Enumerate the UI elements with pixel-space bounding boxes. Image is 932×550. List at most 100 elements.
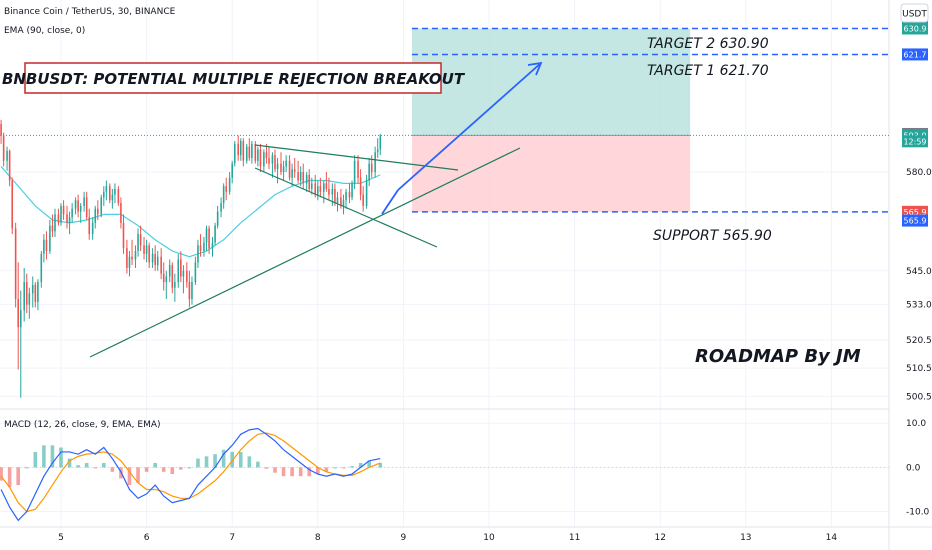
price-tag-background bbox=[902, 214, 928, 227]
macd-histogram-bar bbox=[290, 467, 294, 477]
candle bbox=[74, 197, 77, 215]
candle bbox=[14, 222, 17, 308]
price-tick-label: 510.5 bbox=[906, 364, 932, 374]
macd-histogram-bar bbox=[281, 467, 286, 477]
candle-body bbox=[203, 242, 205, 252]
candle-body bbox=[357, 160, 359, 178]
macd-histogram-bar bbox=[153, 462, 157, 468]
macd-histogram-bar bbox=[42, 445, 46, 468]
candle bbox=[114, 183, 116, 204]
candle bbox=[211, 236, 214, 257]
candle bbox=[51, 214, 54, 237]
candle-body bbox=[319, 186, 322, 192]
lower-wedge-trendline[interactable] bbox=[254, 167, 438, 248]
candle bbox=[34, 282, 37, 308]
candle-body bbox=[254, 143, 257, 161]
candle-body bbox=[83, 197, 85, 206]
long-position-tool[interactable] bbox=[411, 28, 691, 212]
candle bbox=[71, 203, 73, 223]
candle bbox=[280, 152, 282, 175]
candle bbox=[263, 149, 265, 173]
price-axis[interactable]: 580.0 545.0 533.0 520.5 510.5 500.5 bbox=[906, 168, 932, 402]
macd-histogram-bar bbox=[84, 462, 89, 468]
candle bbox=[239, 138, 242, 161]
macd-histogram-bar bbox=[378, 462, 383, 468]
candle-body bbox=[245, 146, 248, 161]
candle-body bbox=[60, 205, 62, 223]
symbol-legend[interactable]: Binance Coin / TetherUS, 30, BINANCE bbox=[4, 7, 176, 17]
candle bbox=[31, 276, 34, 308]
candle-body bbox=[6, 150, 8, 161]
macd-histogram-bar bbox=[16, 467, 20, 486]
target1-label[interactable]: TARGET 1 621.70 bbox=[647, 63, 769, 79]
candle-body bbox=[156, 256, 159, 266]
ema-legend[interactable]: EMA (90, close, 0) bbox=[4, 26, 85, 36]
ascending-support-trendline[interactable] bbox=[89, 147, 521, 358]
candle-body bbox=[197, 245, 199, 263]
candle-body bbox=[186, 270, 188, 283]
candle-body bbox=[220, 203, 222, 212]
macd-legend[interactable]: MACD (12, 26, close, 9, EMA, EMA) bbox=[4, 420, 161, 430]
title-text: BNBUSDT: POTENTIAL MULTIPLE REJECTION BR… bbox=[2, 70, 466, 88]
candle-body bbox=[359, 177, 362, 195]
candle bbox=[177, 253, 180, 288]
macd-axis[interactable]: 10.0 0.0 -10.0 bbox=[906, 419, 930, 517]
candle-body bbox=[40, 253, 43, 283]
candle-body bbox=[14, 228, 17, 299]
candle bbox=[151, 248, 154, 268]
candle bbox=[265, 143, 268, 164]
time-axis[interactable]: 5 6 7 8 9 10 11 12 13 14 bbox=[58, 533, 837, 543]
candle-body bbox=[154, 253, 156, 266]
candle bbox=[331, 183, 334, 206]
candle bbox=[259, 143, 262, 173]
candle-body bbox=[182, 270, 185, 277]
candle bbox=[77, 194, 79, 218]
candle bbox=[19, 290, 22, 398]
candle bbox=[319, 177, 322, 198]
macd-histogram-bar bbox=[256, 461, 260, 468]
candle-body bbox=[139, 234, 142, 246]
projection-arrow-short[interactable] bbox=[381, 189, 399, 215]
candle bbox=[345, 188, 347, 209]
projection-arrows[interactable] bbox=[381, 61, 543, 215]
candle bbox=[317, 180, 319, 201]
projection-arrow-long[interactable] bbox=[397, 62, 542, 191]
candle bbox=[237, 135, 239, 161]
candle-body bbox=[177, 259, 180, 283]
macd-histogram-bar bbox=[24, 467, 29, 469]
candle bbox=[376, 138, 379, 158]
candle bbox=[276, 157, 279, 184]
support-label[interactable]: SUPPORT 565.90 bbox=[653, 228, 772, 244]
candle bbox=[57, 208, 60, 226]
macd-histogram-bar bbox=[307, 467, 312, 477]
candle-body bbox=[216, 211, 219, 226]
candle bbox=[25, 273, 28, 314]
title-box[interactable]: BNBUSDT: POTENTIAL MULTIPLE REJECTION BR… bbox=[2, 62, 466, 94]
candle-body bbox=[11, 180, 14, 229]
macd-histogram-bar bbox=[196, 458, 200, 468]
macd-histogram-bar bbox=[50, 445, 55, 468]
candle-body bbox=[180, 259, 182, 277]
currency-button[interactable]: USDT bbox=[900, 3, 929, 23]
candle bbox=[100, 194, 103, 218]
candle-body bbox=[271, 155, 274, 164]
candle bbox=[168, 259, 171, 283]
macd-histogram-bar bbox=[161, 467, 166, 472]
candle bbox=[311, 177, 313, 195]
target2-label[interactable]: TARGET 2 630.90 bbox=[647, 36, 769, 52]
author-label[interactable]: ROADMAP By JM bbox=[695, 346, 861, 367]
time-tick-label: 13 bbox=[740, 533, 751, 543]
candle-body bbox=[314, 183, 317, 195]
candle-body bbox=[100, 197, 103, 215]
candle bbox=[357, 155, 359, 184]
time-tick-label: 11 bbox=[569, 533, 580, 543]
price-tag-background bbox=[902, 48, 928, 61]
candle-body bbox=[276, 163, 279, 170]
price-tag-background bbox=[902, 135, 928, 148]
currency-button-label: USDT bbox=[902, 10, 927, 20]
arrow-head-icon bbox=[527, 61, 543, 76]
candle bbox=[160, 248, 162, 280]
candle-body bbox=[77, 200, 79, 212]
candle-body bbox=[237, 143, 239, 156]
